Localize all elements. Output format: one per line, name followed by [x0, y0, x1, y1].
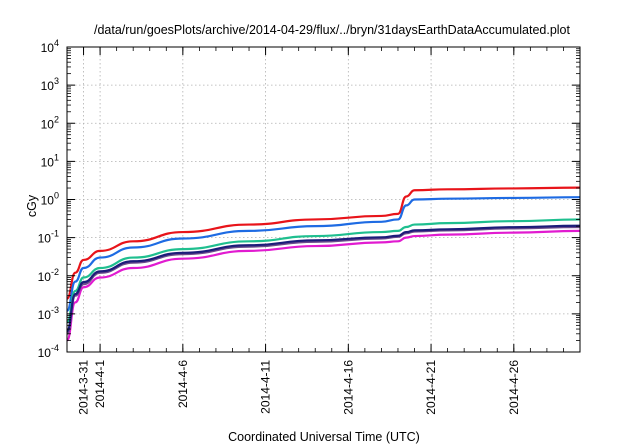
x-tick-label: 2014-4-11 — [259, 360, 273, 414]
y-tick-label: 10-1 — [38, 229, 59, 246]
x-tick-label: 2014-3-31 — [77, 360, 91, 415]
series-line-4 — [67, 229, 580, 342]
x-tick-label: 2014-4-6 — [176, 360, 190, 408]
series-group — [67, 186, 580, 342]
y-tick-label: 10-2 — [38, 267, 59, 284]
x-axis-label: Coordinated Universal Time (UTC) — [228, 430, 420, 444]
x-tick-label: 2014-4-1 — [93, 360, 107, 408]
series-line-5 — [67, 225, 580, 335]
y-tick-label: 104 — [41, 38, 59, 55]
chart-title: /data/run/goesPlots/archive/2014-04-29/f… — [94, 23, 570, 37]
grid-lines — [67, 47, 580, 352]
y-axis-ticks: 10-4 10-3 10-2 10-1 100 101 102 103 104 — [38, 38, 580, 360]
y-tick-label: 103 — [41, 76, 59, 93]
series-line-1 — [67, 186, 580, 300]
x-tick-label: 2014-4-26 — [507, 360, 521, 415]
x-tick-label: 2014-4-16 — [341, 360, 355, 415]
series-line-2 — [67, 196, 580, 312]
y-axis-label: cGy — [25, 194, 39, 217]
y-tick-label: 10-4 — [38, 343, 59, 360]
x-tick-label: 2014-4-21 — [424, 360, 438, 415]
y-tick-label: 10-3 — [38, 305, 59, 322]
series-line-6 — [67, 224, 580, 333]
series-line-3 — [67, 218, 580, 324]
y-tick-label: 100 — [41, 191, 59, 208]
x-axis-ticks: 2014-3-31 2014-4-1 2014-4-6 2014-4-11 2014-4… — [66, 47, 581, 415]
y-tick-label: 101 — [41, 152, 59, 169]
y-tick-label: 102 — [41, 114, 59, 131]
